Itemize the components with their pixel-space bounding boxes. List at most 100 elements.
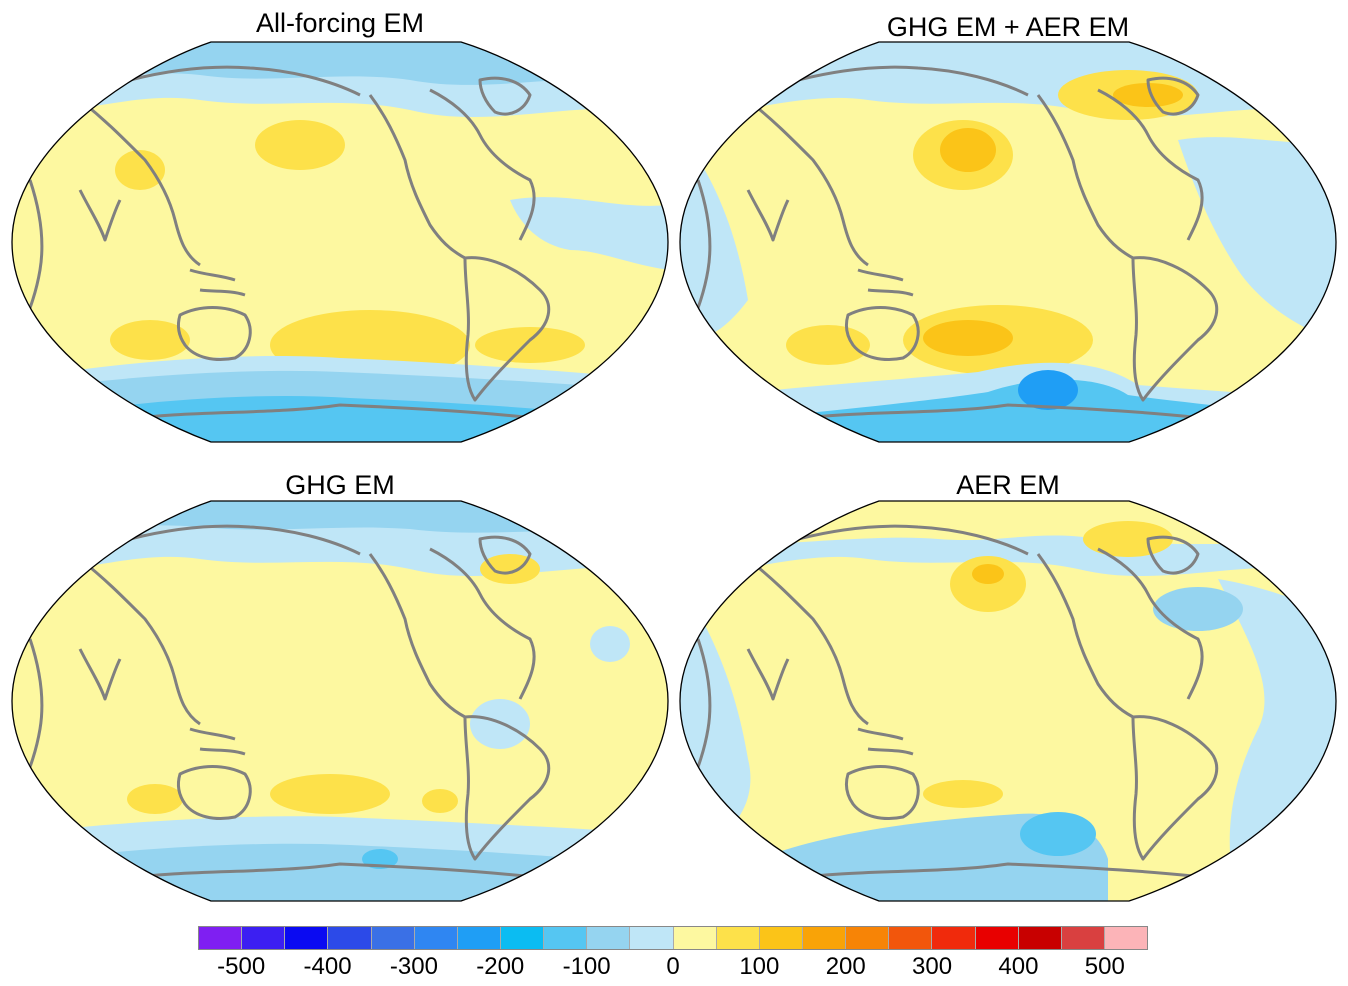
map-outline <box>679 41 1337 443</box>
coastline <box>1097 547 1204 700</box>
colorbar-swatch <box>932 927 976 949</box>
coastline <box>746 189 790 242</box>
coastline <box>1097 88 1204 241</box>
colorbar-swatch <box>889 927 933 949</box>
colorbar-tick-label: 200 <box>825 953 866 980</box>
colorbar-swatch <box>587 927 631 949</box>
coastline <box>463 256 551 402</box>
panel-title-ghg-plus-aer: GHG EM + AER EM <box>886 12 1130 42</box>
colorbar-swatch <box>285 927 329 949</box>
coastline <box>747 557 869 726</box>
colorbar-tick-label: -100 <box>562 953 611 980</box>
map-outline <box>11 500 669 902</box>
colorbar-swatch <box>457 927 501 949</box>
field-negative-anomaly <box>1018 370 1078 410</box>
field-positive-anomaly <box>270 774 390 814</box>
colorbar-swatch <box>328 927 372 949</box>
colorbar-swatch <box>673 927 717 949</box>
colorbar-tick-label: 300 <box>912 953 953 980</box>
coastline <box>78 189 122 242</box>
coastline <box>429 547 536 700</box>
coastline <box>189 727 246 756</box>
field-positive-anomaly <box>940 128 996 172</box>
colorbar-tick-label: -400 <box>303 953 352 980</box>
map-field <box>12 501 668 901</box>
coastline <box>797 65 1029 97</box>
colorbar-swatch <box>500 927 545 949</box>
colorbar-swatch <box>975 927 1019 949</box>
coastline <box>787 403 1239 424</box>
coastline <box>368 94 466 260</box>
coastline <box>1036 553 1134 719</box>
coastline <box>79 557 201 726</box>
coastline <box>129 524 361 556</box>
colorbar-swatch <box>242 927 286 949</box>
map-field <box>680 501 1336 901</box>
colorbar-swatch <box>716 927 760 949</box>
coastline <box>787 862 1239 883</box>
colorbar-tick-label: 0 <box>666 953 680 980</box>
map-ghg-plus-aer <box>679 41 1337 443</box>
coastline <box>463 715 551 861</box>
field-positive-anomaly <box>480 554 540 584</box>
coastline <box>129 65 361 97</box>
field-positive-anomaly <box>255 120 345 170</box>
colorbar-swatch <box>630 927 674 949</box>
colorbar-swatch <box>846 927 890 949</box>
coastline <box>1146 76 1200 116</box>
map-outline <box>679 500 1337 902</box>
field-positive-anomaly <box>110 320 190 360</box>
coastline <box>844 306 920 361</box>
colorbar-swatch <box>544 927 588 949</box>
field-positive-anomaly <box>972 564 1004 584</box>
field-negative-anomaly <box>50 395 630 442</box>
panel-title-all-forcing: All-forcing EM <box>255 8 425 38</box>
coastline <box>119 403 571 424</box>
coastline <box>368 553 466 719</box>
coastline <box>747 98 869 267</box>
field-negative-anomaly <box>590 626 630 662</box>
coastline <box>1036 94 1134 260</box>
field-positive-anomaly <box>786 325 870 365</box>
coastline <box>797 524 1029 556</box>
field-negative-anomaly <box>510 197 668 270</box>
field-negative-anomaly <box>1153 587 1243 631</box>
coastline <box>176 306 252 361</box>
field-negative-anomaly <box>1020 812 1096 856</box>
coastline <box>1146 535 1200 575</box>
field-positive-anomaly <box>475 327 585 363</box>
coastline <box>857 727 914 756</box>
coastline <box>478 535 532 575</box>
field-positive-anomaly <box>422 789 458 813</box>
field-positive-anomaly <box>115 150 165 190</box>
coastline <box>78 648 122 701</box>
field-positive-anomaly <box>923 780 1003 808</box>
map-aer <box>679 500 1337 902</box>
map-ghg <box>11 500 669 902</box>
coastline <box>1131 715 1219 861</box>
colorbar-swatch <box>1104 927 1148 949</box>
colorbar <box>198 926 1148 950</box>
map-field <box>12 42 668 442</box>
field-south-band <box>50 843 630 901</box>
coastline <box>478 76 532 116</box>
panel-title-aer: AER EM <box>956 470 1060 500</box>
colorbar-tick-label: -500 <box>217 953 266 980</box>
coastline <box>119 862 571 883</box>
colorbar-swatch <box>414 927 458 949</box>
coastline <box>189 268 246 297</box>
colorbar-tick-label: -300 <box>389 953 438 980</box>
coastline <box>746 648 790 701</box>
field-positive-anomaly <box>127 784 183 814</box>
colorbar-tick-label: 400 <box>998 953 1039 980</box>
field-negative-anomaly <box>1178 137 1336 340</box>
field-positive-anomaly <box>923 320 1013 356</box>
coastline <box>844 765 920 820</box>
colorbar-swatch <box>1061 927 1105 949</box>
coastline <box>1131 256 1219 402</box>
coastline <box>79 98 201 267</box>
colorbar-swatch <box>1018 927 1062 949</box>
coastline <box>857 268 914 297</box>
coastline <box>429 88 536 241</box>
colorbar-swatch <box>802 927 847 949</box>
